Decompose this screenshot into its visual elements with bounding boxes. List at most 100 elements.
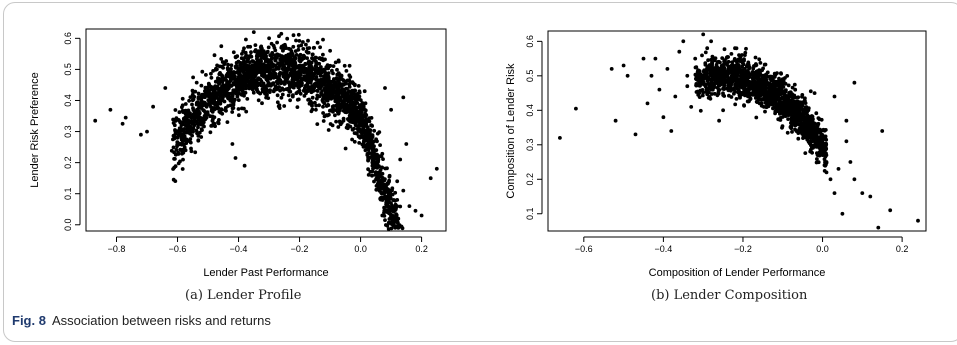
scatter-point: [726, 83, 730, 88]
scatter-point: [419, 213, 424, 218]
scatter-point: [794, 121, 799, 126]
scatter-point: [271, 81, 275, 86]
scatter-point: [729, 52, 734, 56]
scatter-point: [316, 80, 321, 84]
scatter-point: [285, 69, 289, 74]
scatter-point: [227, 75, 232, 79]
scatter-point: [145, 129, 149, 134]
scatter-point: [789, 93, 793, 97]
scatter-point: [288, 98, 292, 103]
scatter-point: [797, 100, 802, 104]
scatter-point: [344, 69, 349, 73]
scatter-point: [341, 118, 346, 123]
scatter-point: [177, 110, 182, 115]
scatter-point: [704, 82, 708, 87]
scatter-point: [277, 103, 282, 108]
scatter-point: [216, 121, 221, 126]
x-axis-label: Composition of Lender Performance: [649, 267, 826, 279]
x-tick-label: −0.2: [734, 244, 752, 254]
scatter-point: [288, 67, 293, 72]
scatter-point: [685, 84, 690, 89]
scatter-point: [311, 88, 316, 93]
scatter-point: [230, 142, 235, 146]
scatter-point: [244, 109, 249, 114]
scatter-point: [292, 75, 296, 79]
scatter-point: [746, 90, 751, 95]
scatter-point: [317, 103, 321, 108]
scatter-point: [709, 39, 713, 44]
scatter-point: [710, 54, 715, 59]
scatter-point: [722, 81, 727, 86]
scatter-point: [342, 63, 347, 68]
scatter-point: [305, 50, 310, 55]
scatter-point: [256, 50, 261, 54]
scatter-point: [325, 113, 330, 118]
scatter-point: [804, 130, 808, 135]
scatter-point: [785, 111, 790, 116]
scatter-point: [219, 91, 223, 96]
scatter-point: [199, 83, 204, 88]
scatter-point: [815, 129, 820, 134]
scatter-point: [740, 64, 744, 69]
y-tick-label: 0.1: [525, 208, 535, 221]
scatter-point: [333, 60, 338, 65]
scatter-point: [374, 187, 379, 192]
scatter-point: [363, 114, 367, 118]
scatter-point: [286, 52, 291, 57]
scatter-point: [264, 54, 268, 58]
scatter-point: [337, 72, 342, 77]
scatter-point: [240, 86, 245, 90]
scatter-point: [793, 109, 798, 114]
scatter-point: [139, 132, 143, 137]
y-axis-label: Composition of Lender Risk: [505, 63, 517, 199]
scatter-point: [743, 88, 748, 93]
scatter-point: [282, 82, 287, 86]
scatter-point: [387, 178, 391, 183]
scatter-point: [724, 55, 729, 60]
scatter-point: [781, 85, 786, 89]
scatter-point: [281, 55, 286, 59]
scatter-point: [763, 97, 767, 101]
scatter-point: [236, 66, 240, 71]
scatter-point: [216, 106, 221, 110]
scatter-point: [188, 113, 193, 118]
scatter-point: [249, 74, 254, 79]
scatter-point: [714, 64, 719, 69]
scatter-point: [180, 96, 185, 101]
scatter-point: [353, 116, 358, 120]
scatter-point: [277, 106, 282, 110]
scatter-point: [665, 67, 670, 71]
scatter-point: [328, 122, 333, 126]
scatter-point: [181, 116, 186, 121]
scatter-point: [262, 74, 266, 79]
scatter-point: [753, 70, 758, 75]
scatter-point: [370, 124, 374, 128]
scatter-point: [818, 135, 823, 140]
scatter-point: [311, 46, 316, 50]
scatter-point: [613, 118, 618, 123]
scatter-point: [268, 53, 273, 58]
scatter-point: [751, 82, 756, 86]
x-tick-label: −0.2: [291, 244, 309, 254]
scatter-point: [779, 96, 784, 101]
x-tick-label: −0.4: [230, 244, 248, 254]
scatter-point: [224, 108, 228, 113]
scatter-point: [344, 125, 349, 130]
scatter-point: [803, 105, 808, 110]
scatter-point: [263, 69, 267, 74]
scatter-point: [800, 94, 804, 99]
scatter-point: [716, 72, 721, 76]
scatter-point: [291, 44, 296, 49]
scatter-point: [180, 167, 185, 171]
scatter-point: [792, 82, 797, 87]
scatter-point: [669, 129, 674, 133]
scatter-point: [310, 107, 315, 112]
scatter-point: [234, 80, 238, 85]
scatter-point: [213, 100, 217, 105]
scatter-point: [779, 104, 784, 109]
scatter-point: [363, 108, 368, 113]
scatter-point: [738, 58, 742, 63]
scatter-point: [283, 76, 287, 80]
scatter-point: [202, 114, 207, 118]
scatter-point: [212, 53, 217, 58]
